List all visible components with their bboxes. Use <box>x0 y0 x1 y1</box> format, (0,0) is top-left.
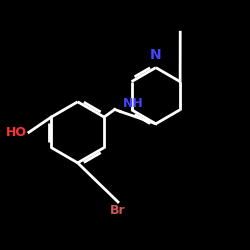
Text: HO: HO <box>6 126 26 139</box>
Text: NH: NH <box>123 97 144 110</box>
Text: N: N <box>150 48 162 62</box>
Text: Br: Br <box>110 204 126 217</box>
